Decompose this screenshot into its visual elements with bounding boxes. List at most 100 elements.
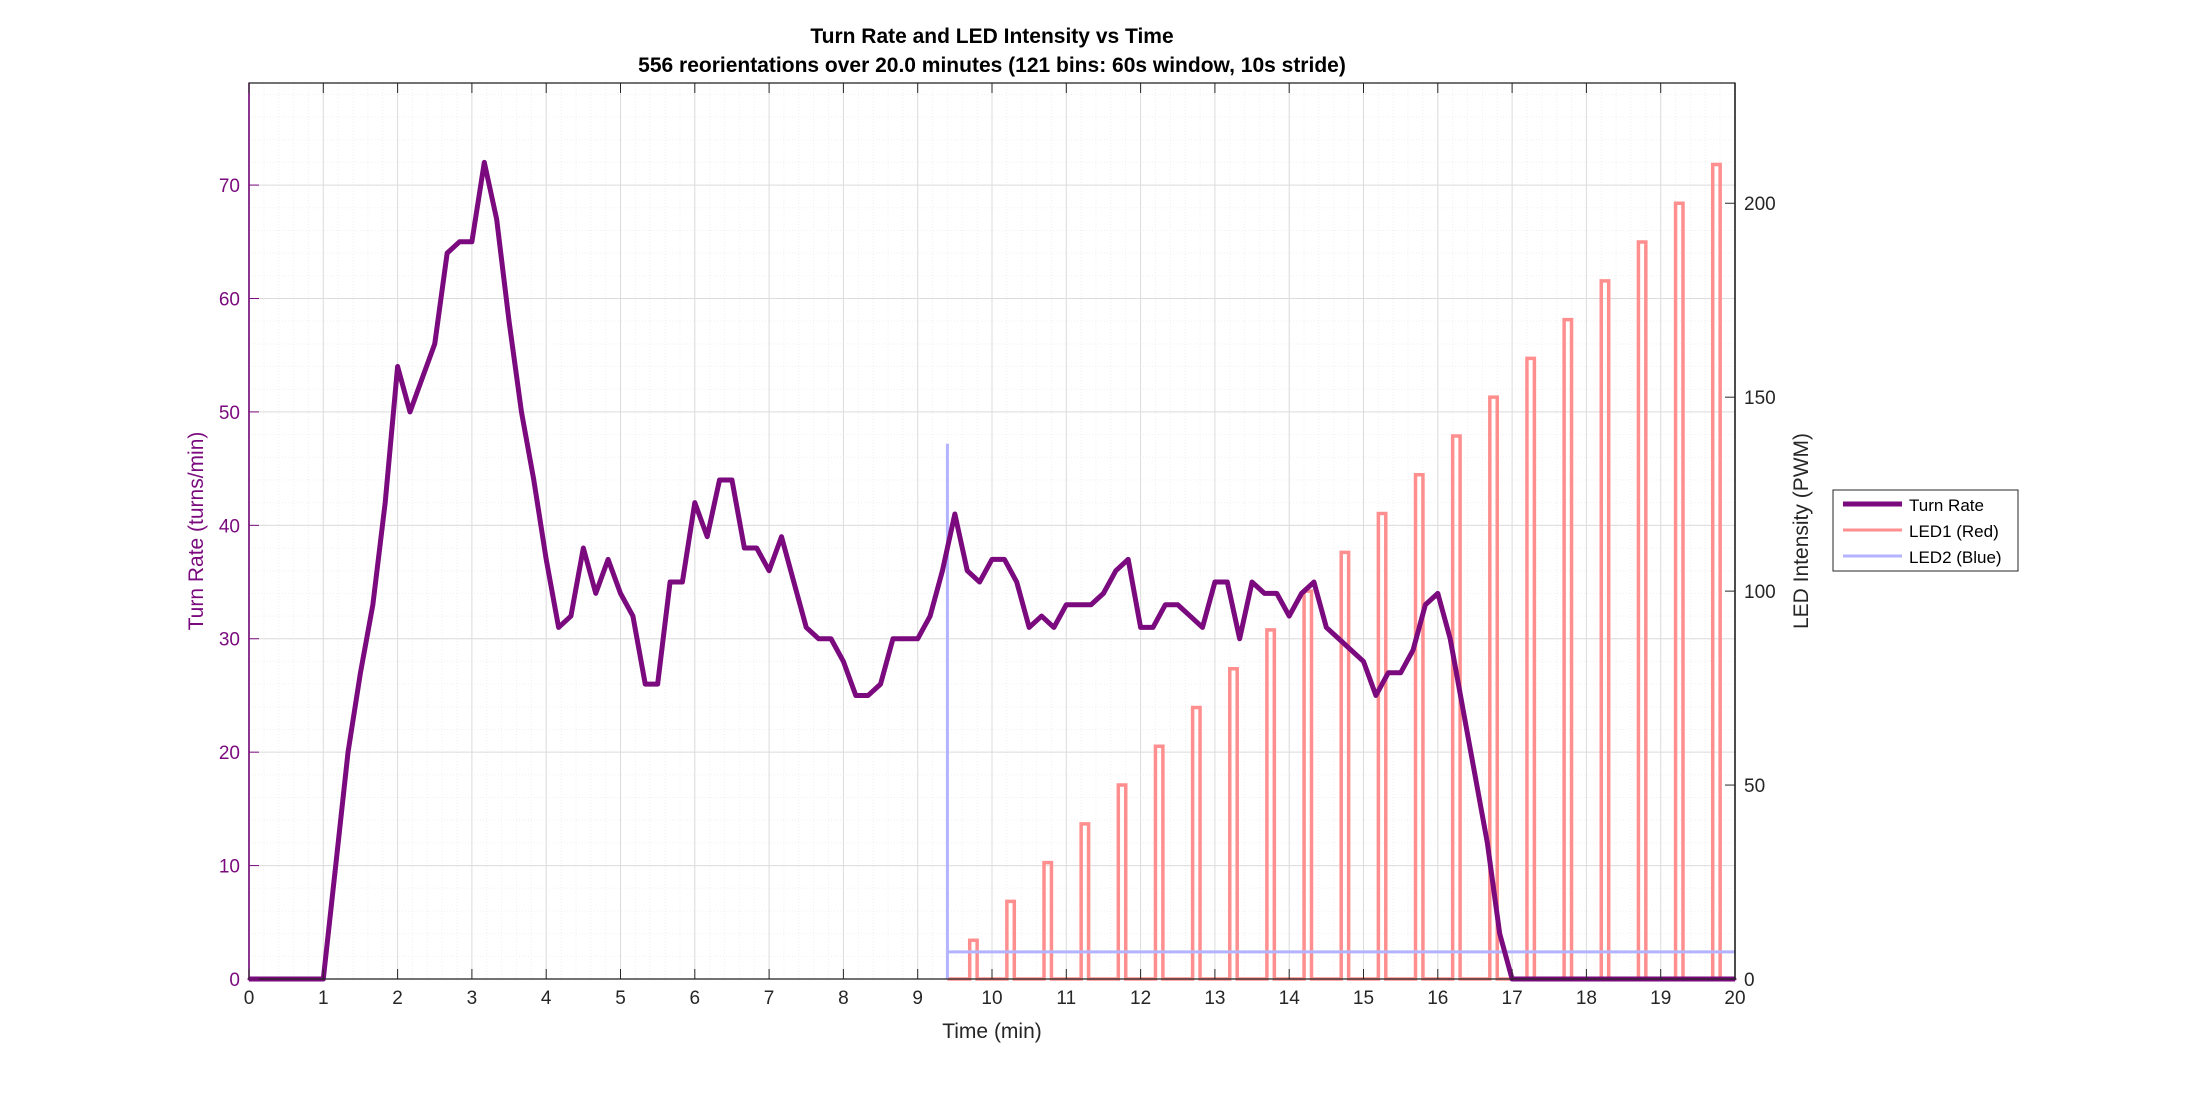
right-tick-label: 0 — [1744, 970, 1755, 991]
x-tick-label: 9 — [912, 988, 923, 1009]
legend-label-led1: LED1 (Red) — [1909, 522, 1999, 541]
turn-rate-point — [1139, 625, 1143, 629]
turn-rate-point — [891, 637, 895, 641]
x-tick-label: 19 — [1650, 988, 1671, 1009]
turn-rate-point — [1461, 705, 1465, 709]
left-tick-label: 30 — [219, 630, 240, 651]
turn-rate-point — [445, 251, 449, 255]
turn-rate-point — [730, 478, 734, 482]
x-tick-label: 13 — [1204, 988, 1225, 1009]
turn-rate-point — [1287, 614, 1291, 618]
turn-rate-point — [532, 478, 536, 482]
right-tick-label: 50 — [1744, 776, 1765, 797]
x-tick-label: 7 — [764, 988, 775, 1009]
left-tick-label: 10 — [219, 857, 240, 878]
turn-rate-point — [767, 569, 771, 573]
turn-rate-point — [1027, 625, 1031, 629]
led2-series — [945, 443, 1735, 979]
turn-rate-point — [334, 864, 338, 868]
turn-rate-point — [705, 535, 709, 539]
turn-rate-point — [1423, 603, 1427, 607]
turn-rate-point — [866, 693, 870, 697]
left-tick-label: 40 — [219, 516, 240, 537]
turn-rate-series — [247, 159, 1737, 982]
x-tick-label: 2 — [392, 988, 403, 1009]
x-tick-label: 8 — [838, 988, 849, 1009]
turn-rate-point — [1052, 625, 1056, 629]
turn-rate-point — [1200, 625, 1204, 629]
turn-rate-point — [457, 240, 461, 244]
turn-rate-point — [953, 512, 957, 516]
turn-rate-point — [557, 625, 561, 629]
turn-rate-point — [1089, 603, 1093, 607]
x-tick-label: 4 — [541, 988, 552, 1009]
legend: Turn Rate LED1 (Red) LED2 (Blue) — [1832, 489, 2019, 572]
x-tick-label: 17 — [1502, 988, 1523, 1009]
chart-title: Turn Rate and LED Intensity vs Time — [810, 25, 1173, 48]
turn-rate-point — [1485, 841, 1489, 845]
turn-rate-point — [569, 614, 573, 618]
turn-rate-point — [1114, 569, 1118, 573]
x-tick-label: 10 — [981, 988, 1002, 1009]
turn-rate-point — [693, 501, 697, 505]
left-tick-label: 20 — [219, 743, 240, 764]
turn-rate-point — [1188, 614, 1192, 618]
turn-rate-point — [482, 160, 486, 164]
left-axis-ticks: 0 10 20 30 40 50 60 70 — [219, 176, 259, 991]
x-tick-label: 0 — [244, 988, 255, 1009]
turn-rate-point — [940, 569, 944, 573]
turn-rate-point — [619, 591, 622, 595]
turn-rate-point — [1473, 773, 1477, 777]
turn-rate-point — [879, 682, 883, 686]
turn-rate-point — [1362, 659, 1365, 663]
turn-rate-point — [470, 240, 474, 244]
x-tick-label: 5 — [615, 988, 626, 1009]
turn-rate-point — [643, 682, 647, 686]
turn-rate-point — [1151, 625, 1155, 629]
turn-rate-point — [1312, 580, 1316, 584]
turn-rate-point — [519, 410, 523, 414]
turn-rate-point — [1374, 693, 1378, 697]
turn-rate-point — [1126, 557, 1130, 561]
turn-rate-point — [358, 671, 362, 675]
turn-rate-point — [854, 693, 858, 697]
turn-rate-point — [581, 546, 585, 550]
x-tick-label: 18 — [1576, 988, 1597, 1009]
x-axis-ticks: 0 1 2 3 4 5 6 7 8 9 10 11 12 13 14 15 16 17 18 19 20 — [244, 83, 1746, 1009]
turn-rate-point — [916, 637, 920, 641]
turn-rate-point — [396, 365, 400, 369]
x-tick-label: 16 — [1427, 988, 1448, 1009]
turn-rate-point — [1498, 932, 1502, 936]
turn-rate-point — [1411, 648, 1415, 652]
chart-subtitle: 556 reorientations over 20.0 minutes (12… — [638, 54, 1346, 77]
left-tick-label: 50 — [219, 403, 240, 424]
turn-rate-point — [1349, 648, 1353, 652]
turn-rate-point — [1436, 591, 1440, 595]
turn-rate-point — [383, 501, 387, 505]
turn-rate-point — [680, 580, 684, 584]
turn-rate-point — [804, 625, 808, 629]
turn-rate-point — [718, 478, 722, 482]
turn-rate-point — [1002, 557, 1006, 561]
turn-rate-point — [792, 580, 796, 584]
turn-rate-point — [1250, 580, 1254, 584]
turn-rate-point — [1399, 671, 1403, 675]
turn-rate-point — [1101, 591, 1105, 595]
turn-rate-point — [1386, 671, 1390, 675]
led1-line — [947, 162, 1735, 981]
right-tick-label: 100 — [1744, 582, 1776, 603]
right-tick-label: 150 — [1744, 388, 1776, 409]
led1-series — [947, 162, 1735, 981]
major-grid — [248, 83, 1736, 980]
x-tick-label: 12 — [1130, 988, 1151, 1009]
x-tick-label: 3 — [467, 988, 478, 1009]
turn-rate-point — [346, 750, 350, 754]
turn-rate-point — [1163, 603, 1167, 607]
x-tick-label: 20 — [1724, 988, 1745, 1009]
turn-rate-point — [606, 557, 610, 561]
x-tick-label: 11 — [1056, 988, 1076, 1009]
turn-rate-point — [928, 614, 932, 618]
turn-rate-point — [1015, 580, 1019, 584]
turn-rate-point — [755, 546, 759, 550]
x-tick-label: 1 — [318, 988, 329, 1009]
